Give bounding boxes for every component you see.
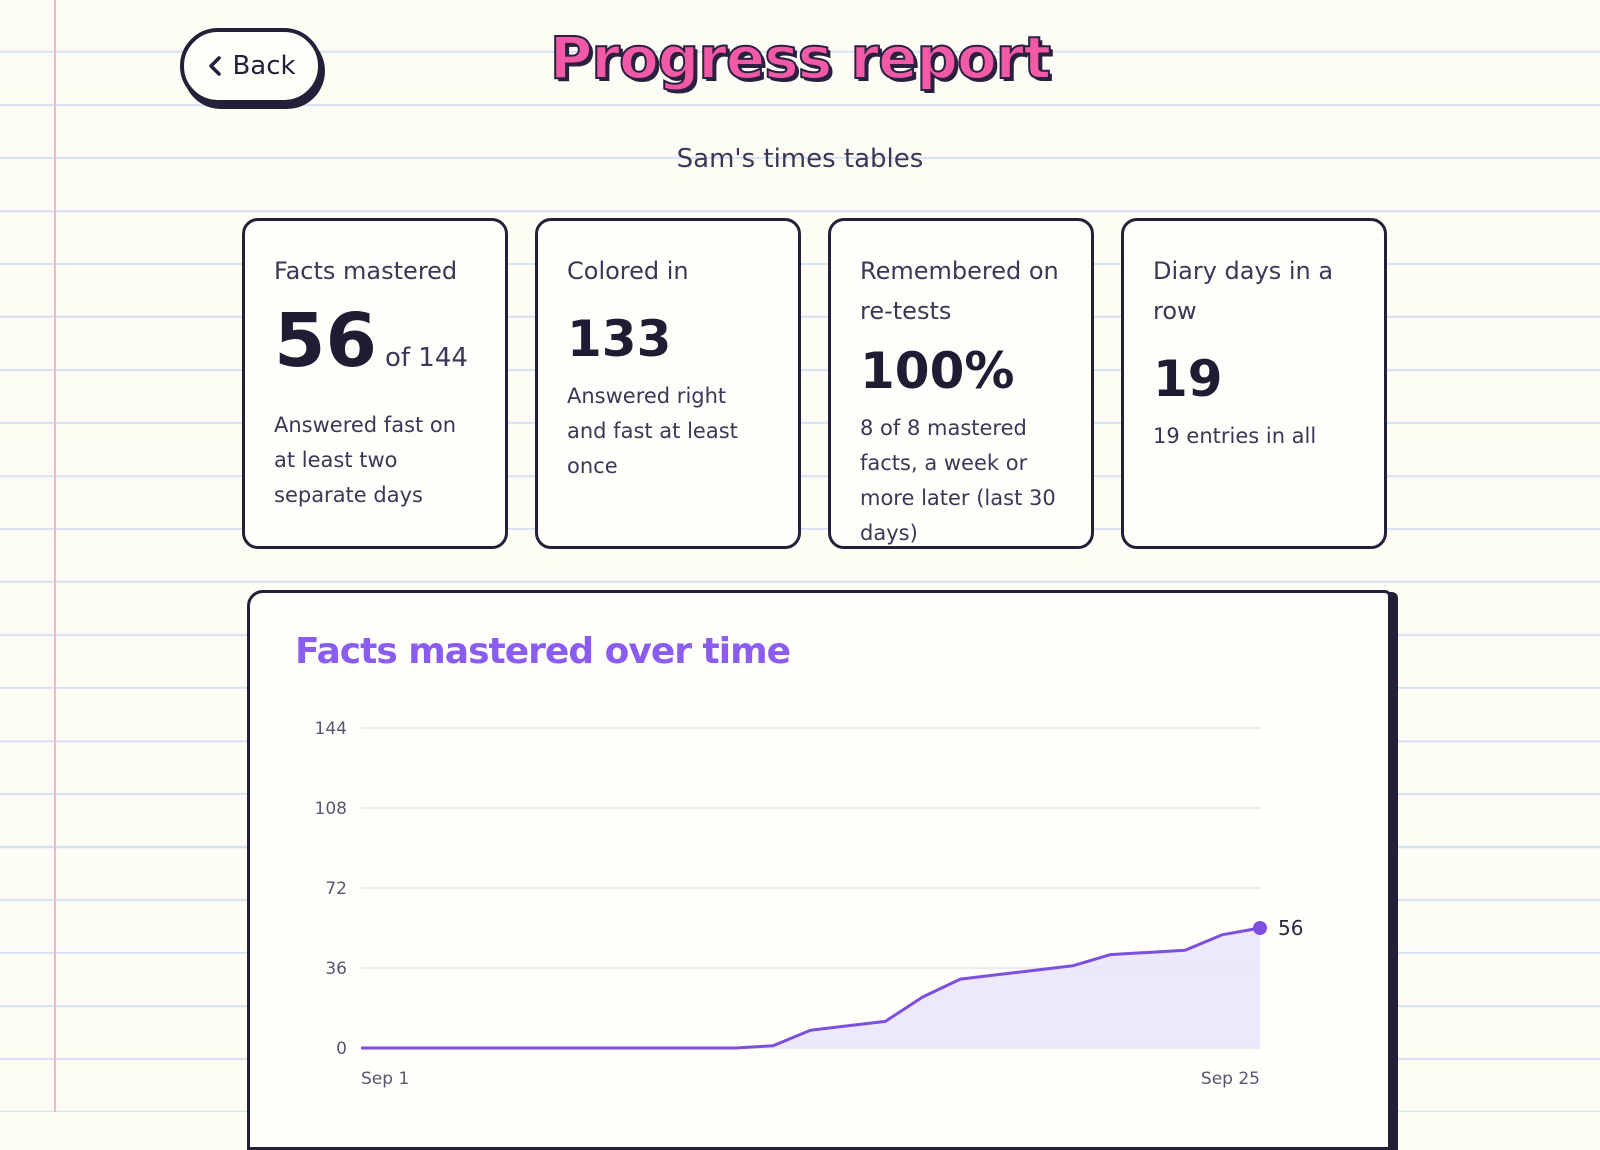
stat-card-diary-streak: Diary days in a row 19 19 entries in all bbox=[1121, 218, 1387, 549]
series-area bbox=[361, 928, 1260, 1048]
stat-card-facts-mastered: Facts mastered 56 of 144 Answered fast on… bbox=[242, 218, 508, 549]
stat-label: Facts mastered bbox=[274, 257, 458, 285]
stat-card-remembered-retests: Remembered on re-tests 100% 8 of 8 maste… bbox=[828, 218, 1094, 549]
x-tick-label: Sep 1 bbox=[361, 1069, 409, 1089]
stat-description: 8 of 8 mastered facts, a week or more la… bbox=[860, 416, 1056, 545]
notebook-margin-line bbox=[54, 0, 56, 1112]
stat-description: 19 entries in all bbox=[1153, 424, 1317, 448]
facts-mastered-chart: 0 36 72 108 144 56 Sep 1 Sep 25 bbox=[315, 719, 1304, 1089]
end-value-label: 56 bbox=[1278, 916, 1303, 940]
stat-description: Answered right and fast at least once bbox=[567, 384, 738, 478]
chevron-left-icon bbox=[209, 56, 222, 76]
stat-value: 56 of 144 bbox=[274, 301, 477, 398]
back-button-label: Back bbox=[232, 51, 296, 81]
stat-label: Remembered on re-tests bbox=[860, 257, 1059, 325]
stat-value-number: 56 bbox=[274, 298, 377, 384]
back-button[interactable]: Back bbox=[180, 28, 322, 104]
y-tick-label: 72 bbox=[325, 879, 347, 899]
stat-value: 19 bbox=[1153, 350, 1223, 408]
series-line bbox=[361, 926, 1261, 1050]
chart-card: Facts mastered over time 0 36 72 108 144 56 Se… bbox=[247, 590, 1391, 1150]
x-tick-label: Sep 25 bbox=[1201, 1069, 1260, 1089]
y-tick-label: 36 bbox=[325, 959, 347, 979]
stat-value-total: of 144 bbox=[384, 343, 468, 373]
page-subtitle: Sam's times tables bbox=[676, 144, 924, 174]
y-tick-label: 144 bbox=[315, 719, 347, 739]
y-tick-label: 108 bbox=[315, 799, 347, 819]
chart-title: Facts mastered over time bbox=[295, 631, 791, 672]
stat-card-colored-in: Colored in 133 Answered right and fast a… bbox=[535, 218, 801, 549]
page-title: Progress report bbox=[549, 23, 1052, 93]
end-point bbox=[1253, 921, 1267, 935]
y-tick-label: 0 bbox=[336, 1039, 347, 1059]
stat-label: Colored in bbox=[567, 257, 689, 285]
stat-description: Answered fast on at least two separate d… bbox=[274, 413, 457, 507]
stat-value: 133 bbox=[567, 310, 672, 368]
stat-value: 100% bbox=[860, 342, 1015, 400]
stat-label: Diary days in a row bbox=[1153, 257, 1334, 325]
